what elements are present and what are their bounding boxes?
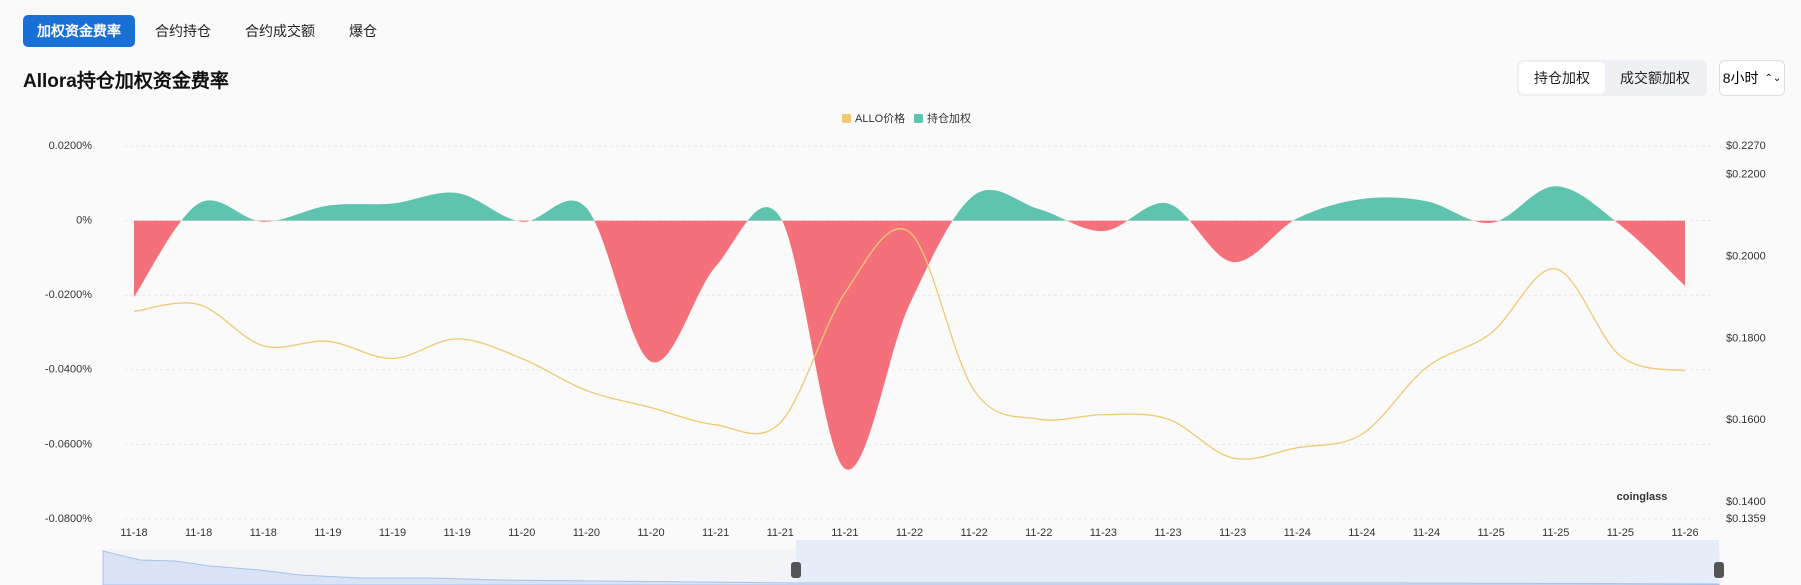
y2-tick-label: $0.1600 (1726, 414, 1766, 426)
y-tick-label: -0.0200% (45, 289, 92, 301)
y-tick-label: -0.0600% (45, 438, 92, 450)
zoom-window (796, 540, 1719, 585)
x-tick-label: 11-22 (896, 527, 923, 539)
x-tick-label: 11-21 (702, 527, 729, 539)
x-tick-label: 11-24 (1348, 527, 1375, 539)
y2-tick-label: $0.1400 (1726, 496, 1766, 508)
x-tick-label: 11-19 (314, 527, 341, 539)
tab[interactable]: 合约成交额 (231, 15, 329, 47)
legend-label: 持仓加权 (927, 111, 971, 125)
zoom-handle[interactable] (791, 562, 801, 578)
tab[interactable]: 爆仓 (335, 15, 391, 47)
y2-tick-label: $0.1800 (1726, 332, 1766, 344)
x-tick-label: 11-18 (250, 527, 277, 539)
zoom-preview (102, 550, 1720, 585)
x-tick-label: 11-20 (637, 527, 664, 539)
x-tick-label: 11-22 (1025, 527, 1052, 539)
x-tick-label: 11-23 (1090, 527, 1117, 539)
area-negative (134, 220, 1685, 470)
legend-swatch (914, 114, 923, 123)
x-tick-label: 11-19 (379, 527, 406, 539)
y2-tick-label: $0.2270 (1726, 140, 1766, 152)
select-arrow: ⌃⌄ (1764, 72, 1782, 84)
x-tick-label: 11-18 (185, 527, 212, 539)
y2-tick-label: $0.1359 (1726, 513, 1766, 525)
x-tick-label: 11-24 (1413, 527, 1440, 539)
x-tick-label: 11-22 (960, 527, 987, 539)
tab[interactable]: 加权资金费率 (23, 15, 135, 47)
chart-title: Allora持仓加权资金费率 (23, 71, 229, 92)
price-line (133, 228, 1686, 460)
x-tick-label: 11-26 (1671, 527, 1698, 539)
x-tick-label: 11-25 (1542, 527, 1569, 539)
x-tick-label: 11-19 (443, 527, 470, 539)
tab[interactable]: 合约持仓 (141, 15, 225, 47)
zoom-handle[interactable] (1714, 562, 1724, 578)
x-tick-label: 11-23 (1154, 527, 1181, 539)
tabs: 加权资金费率 合约持仓 合约成交额 爆仓 (23, 15, 391, 47)
interval-select[interactable]: 8小时 ⌃⌄ (1719, 60, 1785, 96)
x-tick-label: 11-25 (1477, 527, 1504, 539)
x-tick-label: 11-21 (831, 527, 858, 539)
y-tick-label: 0% (76, 215, 92, 227)
legend-label: ALLO价格 (855, 111, 905, 125)
y-tick-label: -0.0800% (45, 513, 92, 525)
x-tick-label: 11-20 (508, 527, 535, 539)
area-positive (134, 186, 1685, 221)
x-tick-label: 11-24 (1284, 527, 1311, 539)
y-tick-label: 0.0200% (49, 140, 93, 152)
y2-tick-label: $0.2200 (1726, 169, 1766, 181)
y-tick-label: -0.0400% (45, 364, 92, 376)
toggle-option[interactable]: 持仓加权 (1519, 62, 1605, 94)
interval-value: 8小时 (1722, 70, 1759, 86)
x-tick-label: 11-18 (120, 527, 147, 539)
x-tick-label: 11-20 (573, 527, 600, 539)
x-tick-label: 11-21 (767, 527, 794, 539)
weight-toggle: 持仓加权 成交额加权 (1517, 60, 1707, 96)
toggle-option[interactable]: 成交额加权 (1605, 62, 1705, 94)
x-tick-label: 11-25 (1607, 527, 1634, 539)
legend-swatch (842, 114, 851, 123)
x-tick-label: 11-23 (1219, 527, 1246, 539)
y2-tick-label: $0.2000 (1726, 250, 1766, 262)
watermark: coinglass (1617, 491, 1668, 503)
